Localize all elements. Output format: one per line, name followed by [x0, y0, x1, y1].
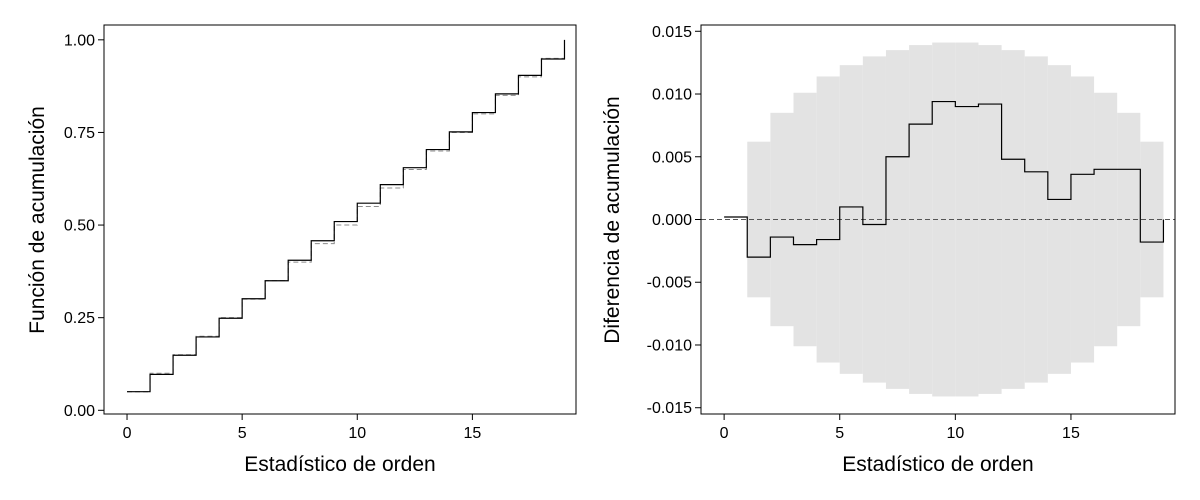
right-panel: 0 5 10 15 -0.015 -0.010 -0.005 0.000 0.005 0.010… — [601, 24, 1176, 476]
x-tick-label: 15 — [1062, 425, 1080, 442]
x-tick-label: 0 — [720, 425, 729, 442]
right-y-axis-title: Diferencia de acumulación — [601, 96, 624, 343]
y-tick-label: -0.010 — [647, 337, 692, 354]
band-segment-5 — [839, 65, 863, 374]
right-x-axis-title: Estadístico de orden — [842, 453, 1033, 476]
y-tick-label: 0.50 — [64, 218, 95, 235]
y-tick-label: 0.000 — [652, 212, 692, 229]
y-tick-label: -0.005 — [647, 275, 692, 292]
left-x-axis-title: Estadístico de orden — [244, 453, 435, 476]
series-theoretical-line — [127, 39, 565, 393]
y-tick-label: -0.015 — [647, 400, 692, 417]
y-tick-label: 0.25 — [64, 310, 95, 327]
y-tick-label: 0.010 — [652, 87, 692, 104]
x-tick-label: 5 — [835, 425, 844, 442]
band-segment-4 — [816, 76, 840, 363]
series-empirical-line — [127, 39, 566, 393]
x-tick-label: 10 — [348, 425, 366, 442]
y-tick-label: 0.00 — [64, 403, 95, 420]
x-tick-label: 5 — [238, 425, 247, 442]
left-y-axis-title: Función de acumulación — [26, 106, 49, 334]
series-difference-line — [724, 100, 1165, 258]
band-segment-13 — [1024, 56, 1048, 383]
band-segment-6 — [862, 56, 886, 383]
y-tick-label: 0.005 — [652, 149, 692, 166]
band-segment-15 — [1070, 76, 1095, 363]
left-panel: 0 5 10 15 0.00 0.25 0.50 0.75 1.00 Estadístico … — [26, 24, 577, 476]
band-segment-14 — [1047, 65, 1071, 374]
y-tick-label: 1.00 — [64, 32, 95, 49]
y-tick-label: 0.015 — [652, 24, 692, 41]
x-tick-label: 0 — [123, 425, 132, 442]
x-tick-label: 10 — [946, 425, 964, 442]
left-plot-frame — [103, 24, 577, 415]
y-tick-label: 0.75 — [64, 125, 95, 142]
x-tick-label: 15 — [463, 425, 481, 442]
